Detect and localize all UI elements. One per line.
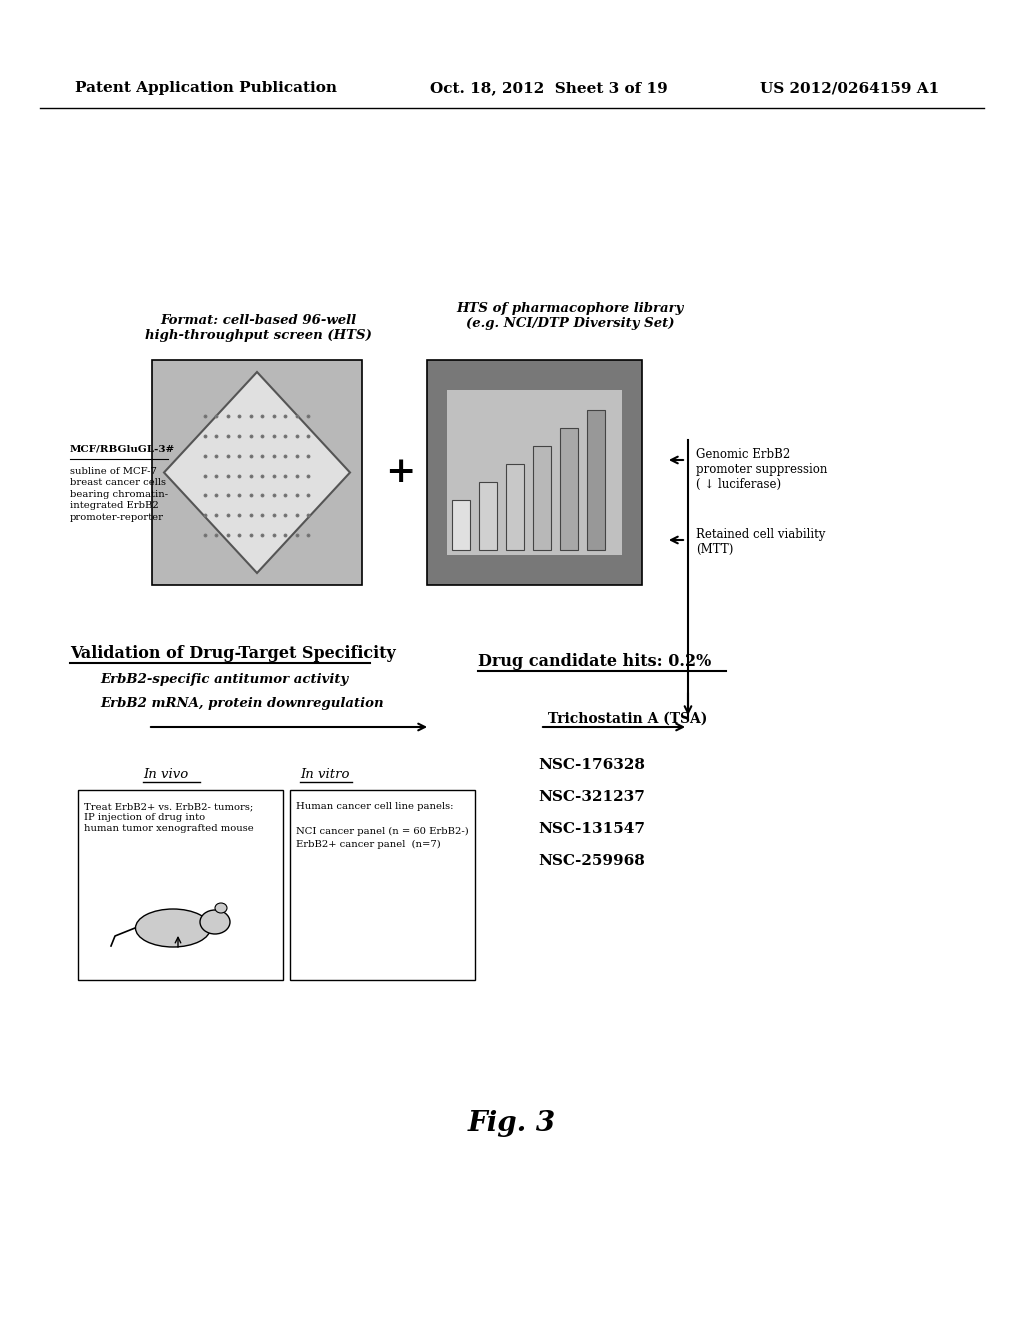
Text: In vitro: In vitro xyxy=(300,768,349,781)
Text: Drug candidate hits: 0.2%: Drug candidate hits: 0.2% xyxy=(478,653,712,671)
Text: Trichostatin A (TSA): Trichostatin A (TSA) xyxy=(548,711,708,726)
Bar xyxy=(587,411,605,550)
Bar xyxy=(290,789,475,979)
Text: In vivo: In vivo xyxy=(143,768,188,781)
Text: Validation of Drug-Target Specificity: Validation of Drug-Target Specificity xyxy=(70,645,395,663)
Bar xyxy=(447,389,622,554)
Text: ErbB2 mRNA, protein downregulation: ErbB2 mRNA, protein downregulation xyxy=(100,697,384,710)
Bar xyxy=(152,360,362,585)
Ellipse shape xyxy=(200,909,230,935)
Bar xyxy=(506,465,524,550)
Bar xyxy=(427,360,642,585)
Text: NSC-321237: NSC-321237 xyxy=(538,789,645,804)
Text: HTS of pharmacophore library
(e.g. NCI/DTP Diversity Set): HTS of pharmacophore library (e.g. NCI/D… xyxy=(457,302,684,330)
Text: Oct. 18, 2012  Sheet 3 of 19: Oct. 18, 2012 Sheet 3 of 19 xyxy=(430,81,668,95)
Text: subline of MCF-7
breast cancer cells
bearing chromatin-
integrated ErbB2
promote: subline of MCF-7 breast cancer cells bea… xyxy=(70,467,168,521)
Bar xyxy=(78,789,283,979)
Bar xyxy=(560,428,578,550)
Text: Treat ErbB2+ vs. ErbB2- tumors;
IP injection of drug into
human tumor xenografte: Treat ErbB2+ vs. ErbB2- tumors; IP injec… xyxy=(84,803,254,833)
Text: Patent Application Publication: Patent Application Publication xyxy=(75,81,337,95)
Text: Retained cell viability
(MTT): Retained cell viability (MTT) xyxy=(696,528,825,556)
Ellipse shape xyxy=(135,909,211,946)
Bar xyxy=(479,482,497,550)
Text: Fig. 3: Fig. 3 xyxy=(468,1110,556,1137)
Text: ErbB2-specific antitumor activity: ErbB2-specific antitumor activity xyxy=(100,673,348,686)
Text: Human cancer cell line panels:

NCI cancer panel (n = 60 ErbB2-)
ErbB2+ cancer p: Human cancer cell line panels: NCI cance… xyxy=(296,803,469,849)
Text: Genomic ErbB2
promoter suppression
( ↓ luciferase): Genomic ErbB2 promoter suppression ( ↓ l… xyxy=(696,447,827,491)
Text: US 2012/0264159 A1: US 2012/0264159 A1 xyxy=(760,81,939,95)
Bar xyxy=(452,500,470,550)
Text: MCF/RBGluGL-3#: MCF/RBGluGL-3# xyxy=(70,445,175,454)
Ellipse shape xyxy=(215,903,227,913)
Polygon shape xyxy=(164,372,350,573)
Text: NSC-131547: NSC-131547 xyxy=(538,822,645,836)
Text: NSC-176328: NSC-176328 xyxy=(538,758,645,772)
Text: Format: cell-based 96-well
high-throughput screen (HTS): Format: cell-based 96-well high-throughp… xyxy=(144,314,372,342)
Bar xyxy=(534,446,551,550)
Text: +: + xyxy=(385,455,415,488)
Text: NSC-259968: NSC-259968 xyxy=(538,854,645,869)
